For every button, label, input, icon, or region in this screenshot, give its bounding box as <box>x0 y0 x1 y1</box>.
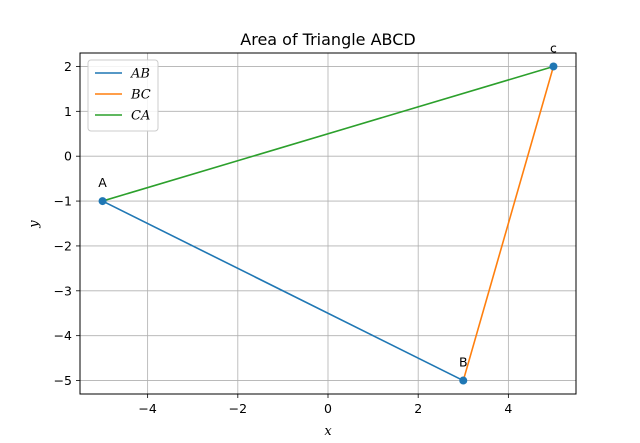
vertex-marker <box>98 197 107 206</box>
data-series <box>102 65 555 382</box>
x-tick-label: 0 <box>324 401 332 416</box>
legend-label: AB <box>130 67 150 82</box>
point-label-a: A <box>98 175 107 190</box>
y-axis-title: y <box>27 220 42 229</box>
legend-label: CA <box>131 109 150 124</box>
y-tick-label: 2 <box>64 59 72 74</box>
y-tick-label: −4 <box>54 328 72 343</box>
series-line-ca <box>102 65 554 202</box>
x-axis-title: x <box>324 424 332 439</box>
vertex-marker <box>459 376 468 385</box>
legend-box <box>87 59 159 132</box>
y-tick-label: −3 <box>54 283 72 298</box>
point-label-c: c <box>550 40 557 55</box>
x-tick-label: −4 <box>138 401 156 416</box>
chart-title: Area of Triangle ABCD <box>240 30 415 49</box>
vertex-marker <box>549 62 558 71</box>
x-axis-ticks: −4 −2 0 2 4 <box>138 394 512 416</box>
point-labels: ABc <box>98 40 557 369</box>
y-tick-label: 1 <box>64 104 72 119</box>
legend-label: BC <box>130 88 151 103</box>
series-line-ab <box>102 200 464 382</box>
y-tick-label: −1 <box>54 194 72 209</box>
point-label-b: B <box>459 355 468 370</box>
series-line-bc <box>462 66 555 381</box>
y-axis-ticks: 2 1 0 −1 −2 −3 −4 −5 <box>54 59 80 388</box>
data-markers <box>98 62 558 385</box>
x-tick-label: 4 <box>504 401 512 416</box>
legend: AB BC CA <box>87 59 159 132</box>
y-tick-label: −2 <box>54 238 72 253</box>
x-tick-label: −2 <box>229 401 247 416</box>
y-tick-label: 0 <box>64 149 72 164</box>
y-tick-label: −5 <box>54 373 72 388</box>
x-tick-label: 2 <box>414 401 422 416</box>
